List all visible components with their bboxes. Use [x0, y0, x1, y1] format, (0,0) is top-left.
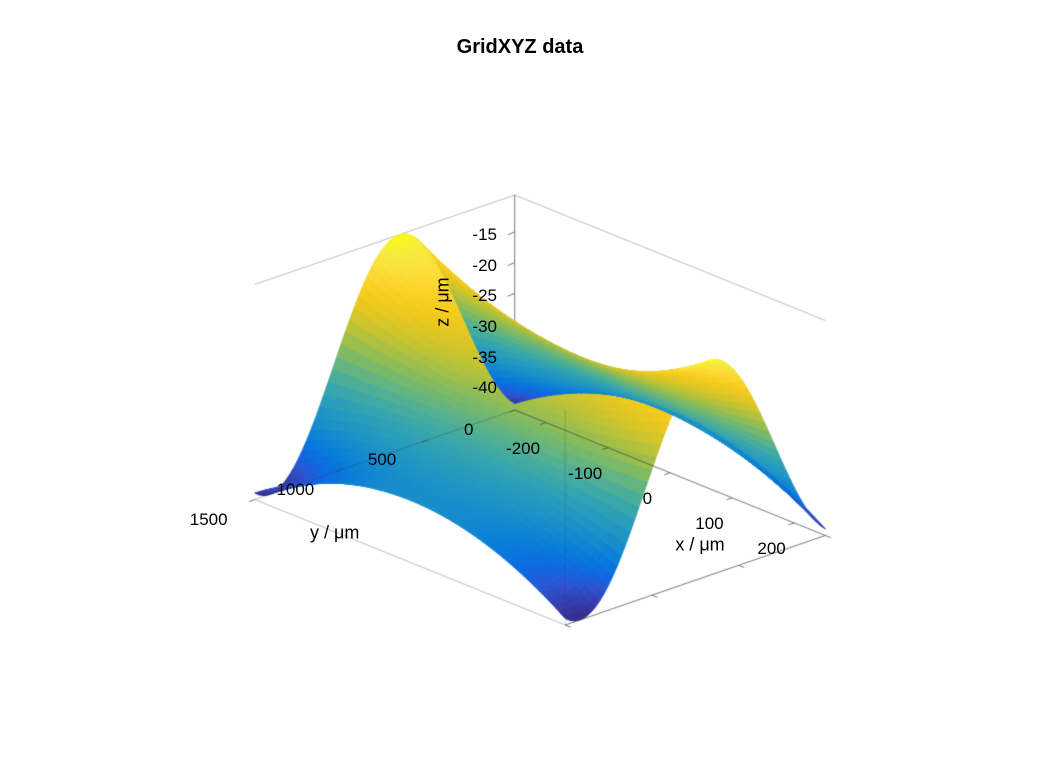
plot-title: GridXYZ data — [0, 36, 1040, 59]
z-tick-label: -25 — [472, 286, 497, 306]
z-tick-label: -20 — [472, 256, 497, 276]
y-axis-label: y / μm — [310, 522, 359, 543]
z-tick-label: -40 — [472, 378, 497, 398]
z-axis-label: z / μm — [432, 278, 453, 327]
surface-canvas — [0, 0, 1040, 780]
z-tick-label: -15 — [472, 225, 497, 245]
z-tick-label: -30 — [472, 317, 497, 337]
y-tick-label: 0 — [464, 420, 473, 440]
y-tick-label: 1500 — [190, 510, 228, 530]
surface-plot: GridXYZ data -40 -35 -30 -25 -20 -15 -200 -100 0… — [0, 0, 1040, 780]
x-tick-label: -200 — [506, 439, 540, 459]
x-axis-label: x / μm — [675, 534, 724, 555]
x-tick-label: 100 — [695, 514, 723, 534]
y-tick-label: 1000 — [276, 480, 314, 500]
z-tick-label: -35 — [472, 348, 497, 368]
x-tick-label: -100 — [568, 464, 602, 484]
x-tick-label: 200 — [757, 539, 785, 559]
y-tick-label: 500 — [368, 450, 396, 470]
x-tick-label: 0 — [643, 489, 652, 509]
